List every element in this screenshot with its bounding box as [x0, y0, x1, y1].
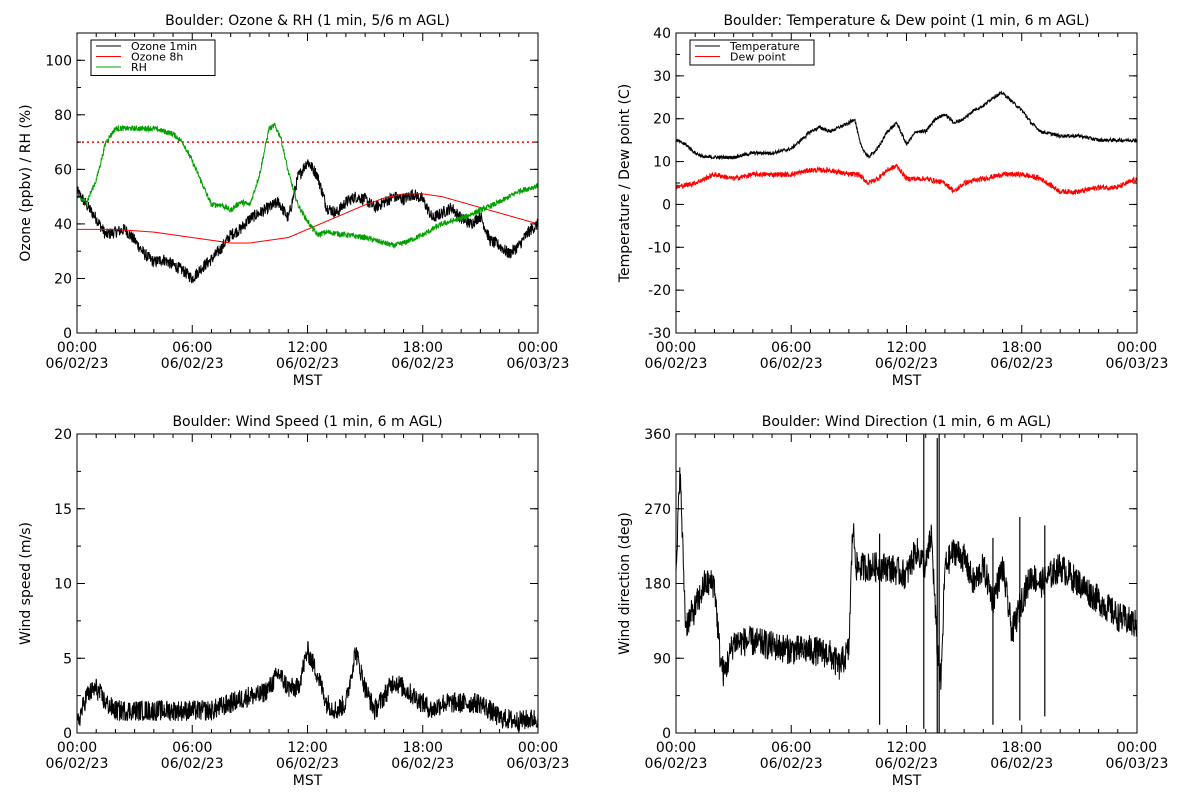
x-tick-date: 06/02/23 [990, 356, 1053, 372]
x-tick-time: 00:00 [1117, 740, 1157, 756]
y-tick-label: 100 [45, 53, 72, 69]
plot-frame [675, 433, 1138, 734]
x-tick-time: 12:00 [886, 740, 926, 756]
y-tick-label: 20 [54, 271, 72, 287]
y-tick-label: 20 [54, 427, 72, 443]
x-tick-date: 06/02/23 [276, 756, 339, 772]
series-line-2 [77, 122, 538, 249]
x-tick-date: 06/02/23 [276, 356, 339, 372]
y-tick-label: 5 [63, 651, 72, 667]
x-tick-time: 00:00 [1117, 340, 1157, 356]
y-axis-label: Wind speed (m/s) [18, 522, 34, 645]
x-axis-label: MST [892, 773, 922, 789]
legend-box [689, 39, 815, 66]
y-tick-label: 10 [54, 577, 72, 593]
y-tick-label: 30 [653, 69, 671, 85]
x-tick-time: 06:00 [172, 340, 212, 356]
y-tick-label: 0 [63, 326, 72, 342]
x-tick-date: 06/03/23 [1106, 756, 1169, 772]
x-tick-date: 06/03/23 [1106, 356, 1169, 372]
chart-title: Boulder: Ozone & RH (1 min, 5/6 m AGL) [165, 13, 450, 29]
y-tick-label: 20 [653, 112, 671, 128]
y-tick-label: 15 [54, 502, 72, 518]
y-tick-label: -30 [648, 326, 671, 342]
legend-label: Ozone 1min [131, 40, 197, 53]
y-tick-label: 0 [63, 726, 72, 742]
x-tick-time: 12:00 [287, 740, 327, 756]
x-tick-date: 06/02/23 [46, 756, 109, 772]
x-tick-date: 06/02/23 [161, 356, 224, 372]
series-line-0 [676, 467, 1137, 690]
legend-label: Temperature [729, 40, 800, 53]
x-tick-date: 06/02/23 [760, 756, 823, 772]
x-tick-date: 06/02/23 [875, 356, 938, 372]
y-tick-label: 90 [653, 651, 671, 667]
x-tick-time: 18:00 [1002, 340, 1042, 356]
y-tick-label: -10 [648, 240, 671, 256]
x-tick-date: 06/02/23 [645, 756, 708, 772]
chart-panel-wind_speed: Boulder: Wind Speed (1 min, 6 m AGL) 0 5 10… [18, 414, 569, 789]
y-tick-label: 40 [54, 217, 72, 233]
chart-title: Boulder: Wind Direction (1 min, 6 m AGL) [762, 414, 1051, 430]
x-tick-date: 06/02/23 [990, 756, 1053, 772]
x-axis-label: MST [293, 773, 323, 789]
x-tick-time: 00:00 [518, 740, 558, 756]
y-tick-label: 40 [653, 26, 671, 42]
x-tick-time: 18:00 [403, 740, 443, 756]
y-axis-label: Temperature / Dew point (C) [617, 84, 633, 283]
chart-panel-ozone_rh: Boulder: Ozone & RH (1 min, 5/6 m AGL) 0 2… [18, 13, 569, 389]
x-tick-time: 12:00 [287, 340, 327, 356]
y-tick-label: 0 [662, 726, 671, 742]
chart-panel-wind_dir: Boulder: Wind Direction (1 min, 6 m AGL)… [617, 414, 1168, 789]
x-tick-time: 12:00 [886, 340, 926, 356]
y-tick-label: 60 [54, 162, 72, 178]
y-axis-label: Wind direction (deg) [617, 512, 633, 655]
y-tick-label: 180 [644, 577, 671, 593]
x-tick-time: 00:00 [57, 340, 97, 356]
x-tick-date: 06/02/23 [391, 756, 454, 772]
y-tick-label: 270 [644, 502, 671, 518]
series-line-0 [676, 90, 1137, 161]
x-tick-time: 06:00 [172, 740, 212, 756]
series-line-1 [77, 193, 538, 244]
y-axis-label: Ozone (ppbv) / RH (%) [18, 104, 34, 261]
y-tick-label: 0 [662, 197, 671, 213]
x-tick-date: 06/02/23 [46, 356, 109, 372]
x-tick-time: 00:00 [656, 340, 696, 356]
x-tick-time: 06:00 [771, 740, 811, 756]
y-tick-label: 360 [644, 427, 671, 443]
series-line-1 [676, 163, 1137, 196]
chart-panel-temp_dew: Boulder: Temperature & Dew point (1 min,… [617, 13, 1168, 389]
x-tick-date: 06/03/23 [507, 356, 570, 372]
plot-frame [76, 32, 539, 334]
x-axis-label: MST [892, 373, 922, 389]
y-tick-label: -20 [648, 283, 671, 299]
x-tick-time: 00:00 [656, 740, 696, 756]
x-tick-time: 00:00 [57, 740, 97, 756]
legend-label: Ozone 8h [131, 51, 183, 64]
x-tick-time: 18:00 [1002, 740, 1042, 756]
plot-frame [76, 433, 539, 734]
legend-label: Dew point [730, 51, 786, 64]
x-tick-date: 06/02/23 [645, 356, 708, 372]
chart-title: Boulder: Temperature & Dew point (1 min,… [723, 13, 1089, 29]
y-tick-label: 10 [653, 155, 671, 171]
plot-frame [675, 32, 1138, 334]
x-tick-time: 00:00 [518, 340, 558, 356]
chart-title: Boulder: Wind Speed (1 min, 6 m AGL) [172, 414, 442, 430]
x-tick-date: 06/02/23 [760, 356, 823, 372]
series-line-0 [77, 641, 538, 732]
y-tick-label: 80 [54, 108, 72, 124]
x-tick-date: 06/03/23 [507, 756, 570, 772]
x-axis-label: MST [293, 373, 323, 389]
x-tick-time: 06:00 [771, 340, 811, 356]
legend-label: RH [131, 61, 147, 74]
x-tick-date: 06/02/23 [875, 756, 938, 772]
x-tick-time: 18:00 [403, 340, 443, 356]
x-tick-date: 06/02/23 [161, 756, 224, 772]
x-tick-date: 06/02/23 [391, 356, 454, 372]
